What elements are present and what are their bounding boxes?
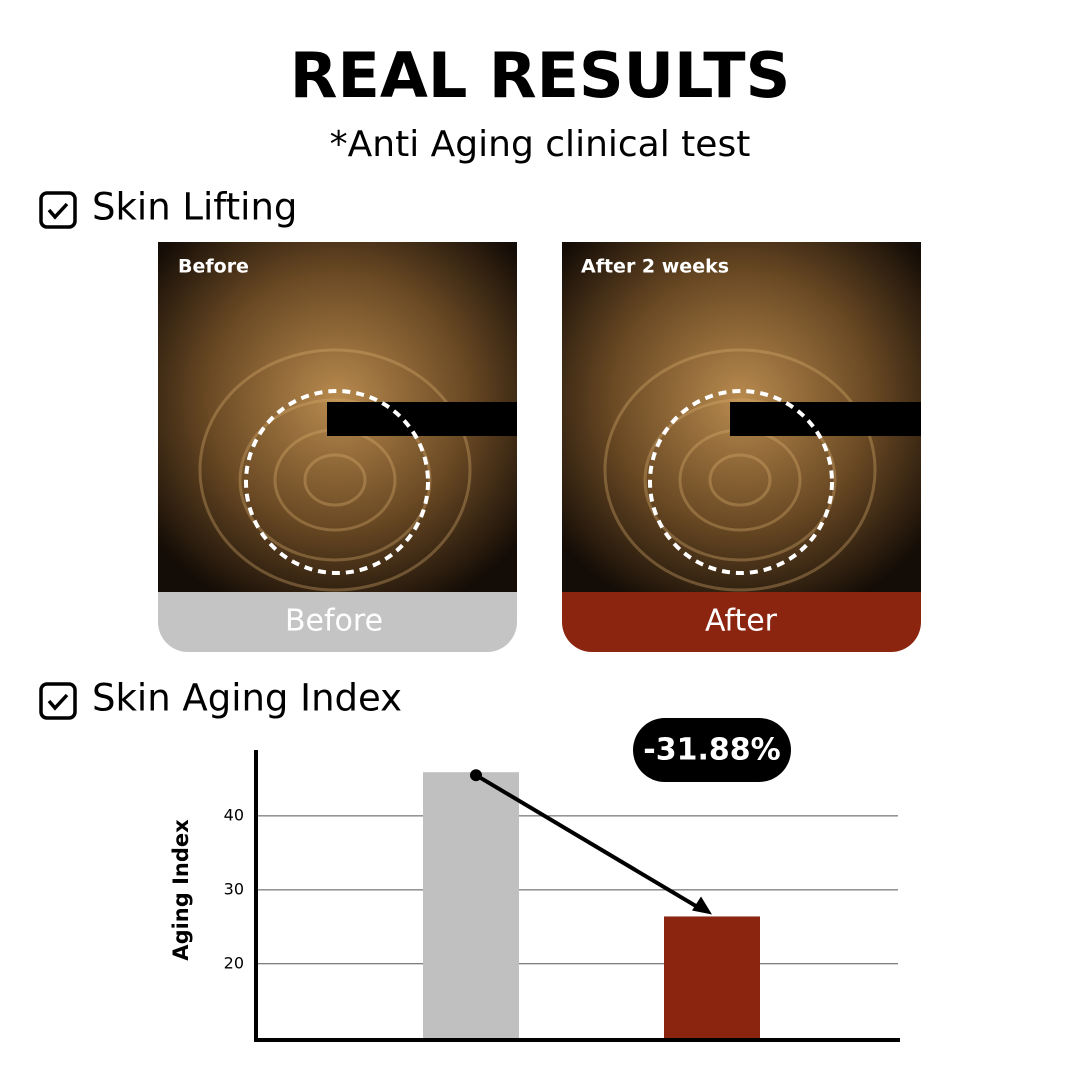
chart: 20 30 40 Aging Index -31.88% — [169, 718, 900, 1042]
y-axis-label: Aging Index — [169, 819, 193, 961]
arrow-line — [474, 773, 702, 911]
photo-caption: Before — [285, 604, 383, 639]
annotation-pill — [633, 718, 791, 782]
photo-after — [562, 242, 921, 652]
photo-overlay: Before — [178, 256, 249, 278]
section-label: Skin Lifting — [92, 186, 297, 229]
section-label: Skin Aging Index — [92, 677, 402, 720]
y-tick-label: 20 — [224, 953, 244, 972]
arrow-head — [692, 896, 712, 915]
photo-before — [158, 242, 517, 652]
annotation: -31.88% — [643, 733, 780, 768]
bar — [423, 772, 519, 1040]
photo-overlay: After 2 weeks — [581, 256, 729, 278]
y-tick-label: 30 — [224, 879, 244, 898]
photo-caption: After — [705, 604, 778, 639]
checkbox-icon — [39, 682, 77, 720]
y-tick-label: 40 — [224, 805, 244, 824]
subtitle: *Anti Aging clinical test — [330, 124, 751, 165]
title: REAL RESULTS — [290, 39, 790, 112]
checkbox-icon — [39, 191, 77, 229]
bar — [664, 916, 760, 1040]
